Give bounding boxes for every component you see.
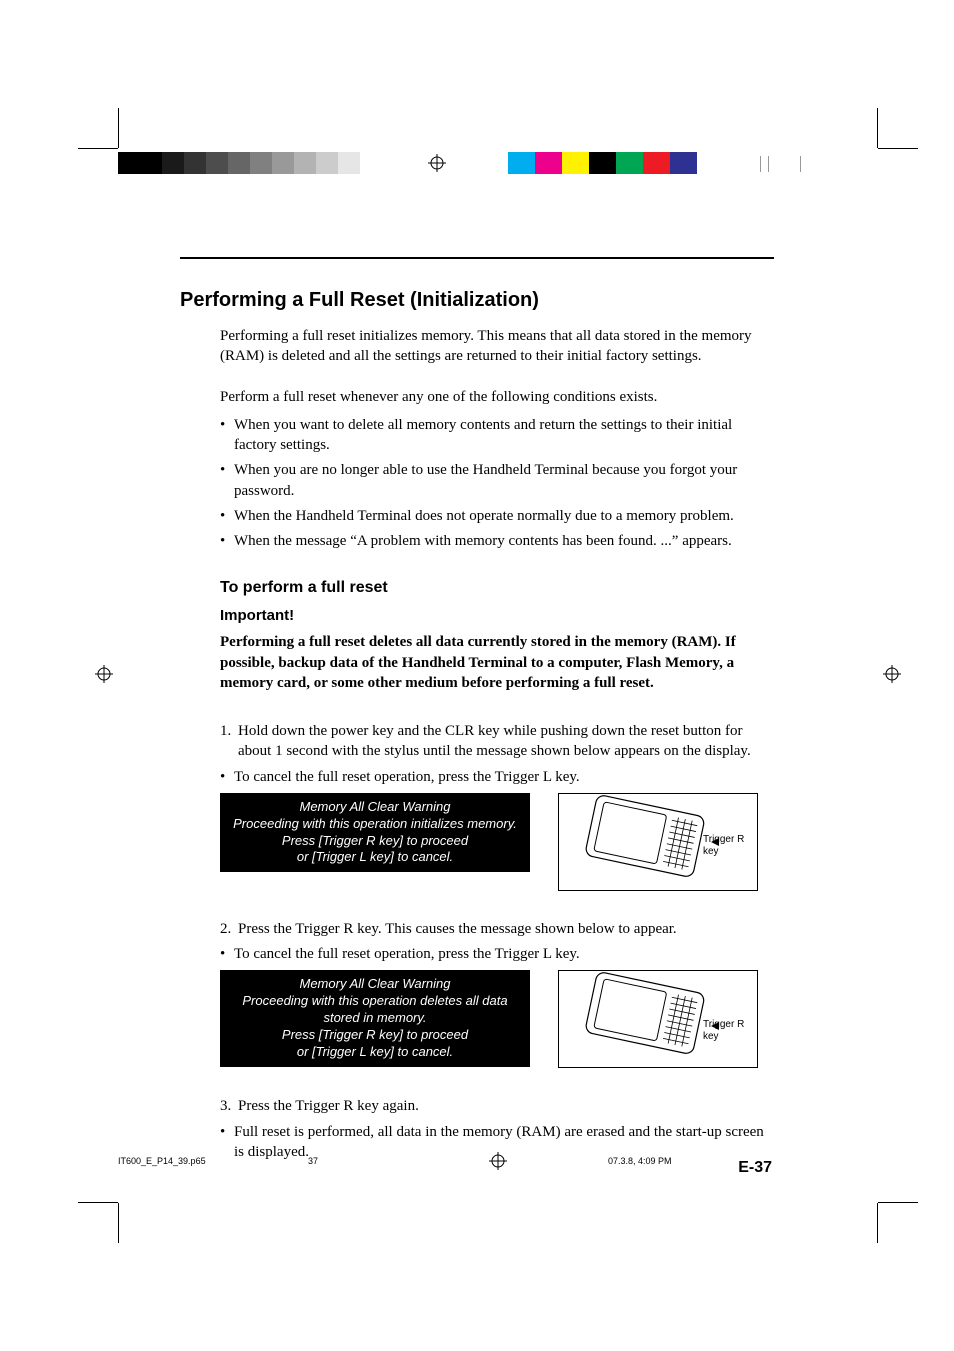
important-heading: Important! — [220, 607, 780, 624]
color-swatch — [589, 152, 616, 174]
crop-mark — [78, 148, 118, 149]
screen-line: or [Trigger L key] to cancel. — [224, 1044, 526, 1061]
warning-paragraph: Performing a full reset deletes all data… — [220, 632, 760, 693]
screen-message-1: Memory All Clear Warning Proceeding with… — [220, 793, 530, 873]
gray-swatch — [184, 152, 206, 174]
tick-mark — [768, 156, 769, 172]
intro-paragraph: Performing a full reset initializes memo… — [220, 326, 760, 367]
crop-mark — [878, 1202, 918, 1203]
screen-message-2: Memory All Clear Warning Proceeding with… — [220, 970, 530, 1066]
tick-mark — [760, 156, 761, 172]
crop-mark — [118, 1203, 119, 1243]
registration-mark-icon — [883, 665, 901, 688]
gray-swatch — [272, 152, 294, 174]
registration-mark-icon — [438, 1152, 558, 1170]
gray-swatch — [338, 152, 360, 174]
color-swatch — [535, 152, 562, 174]
gray-swatch — [250, 152, 272, 174]
page-content: Performing a Full Reset (Initialization)… — [180, 257, 780, 1167]
list-item-text: When you want to delete all memory conte… — [234, 415, 770, 456]
color-swatch — [697, 152, 724, 174]
bullet-dot: • — [220, 415, 234, 456]
list-item-text: When the Handheld Terminal does not oper… — [234, 506, 770, 526]
gray-swatch — [228, 152, 250, 174]
color-swatch — [562, 152, 589, 174]
step-text: Press the Trigger R key again. — [238, 1096, 770, 1116]
screen-line: Proceeding with this operation deletes a… — [224, 993, 526, 1010]
cancel-note: To cancel the full reset operation, pres… — [234, 944, 770, 964]
trigger-r-label: Trigger R key — [703, 1019, 751, 1043]
screen-line: stored in memory. — [224, 1010, 526, 1027]
bullet-dot: • — [220, 460, 234, 501]
list-item: •When you want to delete all memory cont… — [220, 415, 770, 456]
conditions-intro: Perform a full reset whenever any one of… — [220, 387, 760, 407]
step-number: 3. — [220, 1096, 238, 1116]
print-marks-top — [0, 152, 954, 182]
color-swatch — [670, 152, 697, 174]
crop-mark — [877, 1203, 878, 1243]
crop-mark — [118, 108, 119, 148]
horizontal-rule — [180, 257, 774, 259]
bullet-dot: • — [220, 944, 234, 964]
list-item-text: When you are no longer able to use the H… — [234, 460, 770, 501]
color-bar — [508, 152, 724, 174]
crop-mark — [878, 148, 918, 149]
screen-line: Memory All Clear Warning — [224, 976, 526, 993]
screen-line: Memory All Clear Warning — [224, 799, 526, 816]
bullet-dot: • — [220, 767, 234, 787]
grayscale-bar — [118, 152, 382, 174]
step-number: 1. — [220, 721, 238, 762]
step-3: 3. Press the Trigger R key again. — [220, 1096, 770, 1116]
figure-2: Memory All Clear Warning Proceeding with… — [220, 970, 780, 1068]
cancel-note: To cancel the full reset operation, pres… — [234, 767, 770, 787]
step-1-note: • To cancel the full reset operation, pr… — [220, 767, 770, 787]
step-1: 1. Hold down the power key and the CLR k… — [220, 721, 770, 762]
step-number: 2. — [220, 919, 238, 939]
gray-swatch — [294, 152, 316, 174]
gray-swatch — [162, 152, 184, 174]
footer: IT600_E_P14_39.p65 37 07.3.8, 4:09 PM — [118, 1151, 838, 1171]
color-swatch — [643, 152, 670, 174]
screen-line: Proceeding with this operation initializ… — [224, 816, 526, 833]
bullet-dot: • — [220, 531, 234, 551]
device-illustration-1: Trigger R key — [558, 793, 758, 891]
page-title: Performing a Full Reset (Initialization) — [180, 289, 780, 312]
screen-line: Press [Trigger R key] to proceed — [224, 833, 526, 850]
footer-filename: IT600_E_P14_39.p65 — [118, 1156, 308, 1166]
registration-mark-icon — [428, 154, 446, 172]
screen-line: or [Trigger L key] to cancel. — [224, 849, 526, 866]
color-swatch — [508, 152, 535, 174]
screen-line: Press [Trigger R key] to proceed — [224, 1027, 526, 1044]
crop-mark — [78, 1202, 118, 1203]
bullet-dot: • — [220, 506, 234, 526]
trigger-r-label: Trigger R key — [703, 834, 751, 858]
figure-1: Memory All Clear Warning Proceeding with… — [220, 793, 780, 891]
list-item-text: When the message “A problem with memory … — [234, 531, 770, 551]
gray-swatch — [140, 152, 162, 174]
footer-timestamp: 07.3.8, 4:09 PM — [558, 1156, 838, 1166]
section-heading: To perform a full reset — [220, 579, 780, 597]
gray-swatch — [360, 152, 382, 174]
list-item: •When you are no longer able to use the … — [220, 460, 770, 501]
footer-page: 37 — [308, 1156, 438, 1166]
step-text: Hold down the power key and the CLR key … — [238, 721, 770, 762]
color-swatch — [616, 152, 643, 174]
gray-swatch — [316, 152, 338, 174]
list-item: •When the Handheld Terminal does not ope… — [220, 506, 770, 526]
registration-mark-icon — [95, 665, 113, 688]
step-2: 2. Press the Trigger R key. This causes … — [220, 919, 770, 939]
gray-swatch — [118, 152, 140, 174]
list-item: •When the message “A problem with memory… — [220, 531, 770, 551]
conditions-list: •When you want to delete all memory cont… — [220, 415, 770, 552]
tick-mark — [800, 156, 801, 172]
gray-swatch — [206, 152, 228, 174]
device-illustration-2: Trigger R key — [558, 970, 758, 1068]
step-2-note: • To cancel the full reset operation, pr… — [220, 944, 770, 964]
step-text: Press the Trigger R key. This causes the… — [238, 919, 770, 939]
crop-mark — [877, 108, 878, 148]
